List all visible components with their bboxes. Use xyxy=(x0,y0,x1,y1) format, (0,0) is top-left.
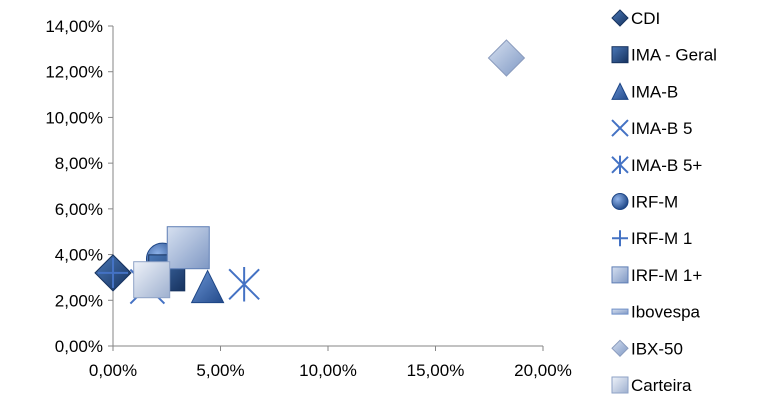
x-tick-label: 5,00% xyxy=(196,361,244,380)
legend-label: IMA - Geral xyxy=(631,46,717,65)
legend-label: Carteira xyxy=(631,376,692,394)
legend-label: IMA-B xyxy=(631,82,678,101)
x-tick-label: 15,00% xyxy=(407,361,465,380)
legend-item-irf-m-1: IRF-M 1 xyxy=(612,229,692,248)
legend-label: Ibovespa xyxy=(631,303,701,322)
point-carteira xyxy=(133,261,171,299)
y-tick-label: 12,00% xyxy=(45,63,103,82)
legend-item-carteira: Carteira xyxy=(611,376,692,394)
legend-label: IBX-50 xyxy=(631,339,683,358)
y-tick-label: 10,00% xyxy=(45,108,103,127)
legend-marker-ibovespa xyxy=(611,308,629,315)
y-tick-label: 2,00% xyxy=(55,291,103,310)
point-ima-b xyxy=(190,269,225,304)
legend-marker-irf-m-1 xyxy=(611,266,629,284)
legend-label: IRF-M 1+ xyxy=(631,266,702,285)
y-tick-label: 8,00% xyxy=(55,154,103,173)
y-tick-label: 14,00% xyxy=(45,17,103,36)
legend-label: IRF-M 1 xyxy=(631,229,692,248)
legend-marker-ima-geral xyxy=(611,46,629,64)
legend: CDI IMA - Geral IMA-B IMA-B 5 IMA-B 5+ IRF-M I… xyxy=(611,9,717,394)
point-ima-b-5 xyxy=(228,267,260,302)
legend-marker-cdi xyxy=(611,9,629,27)
legend-item-ima-b-5: IMA-B 5 xyxy=(611,119,692,138)
y-tick-label: 6,00% xyxy=(55,200,103,219)
legend-item-ibx-50: IBX-50 xyxy=(611,339,683,358)
legend-marker-irf-m xyxy=(611,193,629,210)
data-marks xyxy=(94,39,526,305)
legend-item-irf-m-1: IRF-M 1+ xyxy=(611,266,702,285)
axes: 0,00% 5,00% 10,00% 15,00% 20,00% 0,00% 2,00% 4,… xyxy=(45,17,572,380)
x-tick-label: 10,00% xyxy=(299,361,357,380)
y-tick-label: 4,00% xyxy=(55,246,103,265)
legend-item-ima-geral: IMA - Geral xyxy=(611,46,717,65)
legend-label: IMA-B 5+ xyxy=(631,156,702,175)
legend-marker-ima-b-5 xyxy=(611,155,629,174)
legend-marker-carteira xyxy=(611,376,629,394)
x-tick-label: 20,00% xyxy=(514,361,572,380)
point-ibx-50 xyxy=(487,39,526,77)
x-tick-label: 0,00% xyxy=(89,361,137,380)
point-irf-m-1 xyxy=(166,226,210,270)
legend-item-ibovespa: Ibovespa xyxy=(611,303,701,322)
y-tick-label: 0,00% xyxy=(55,337,103,356)
point-irf-m-1 xyxy=(98,257,128,288)
legend-marker-ima-b xyxy=(611,82,629,100)
legend-marker-irf-m-1 xyxy=(612,230,628,247)
legend-label: IMA-B 5 xyxy=(631,119,692,138)
legend-label: IRF-M xyxy=(631,193,678,212)
legend-item-cdi: CDI xyxy=(611,9,660,28)
legend-label: CDI xyxy=(631,9,660,28)
legend-marker-ima-b-5 xyxy=(611,119,629,137)
legend-item-ima-b: IMA-B xyxy=(611,82,678,101)
legend-item-irf-m: IRF-M xyxy=(611,193,678,212)
legend-item-ima-b-5: IMA-B 5+ xyxy=(611,155,702,175)
legend-marker-ibx-50 xyxy=(611,339,629,358)
